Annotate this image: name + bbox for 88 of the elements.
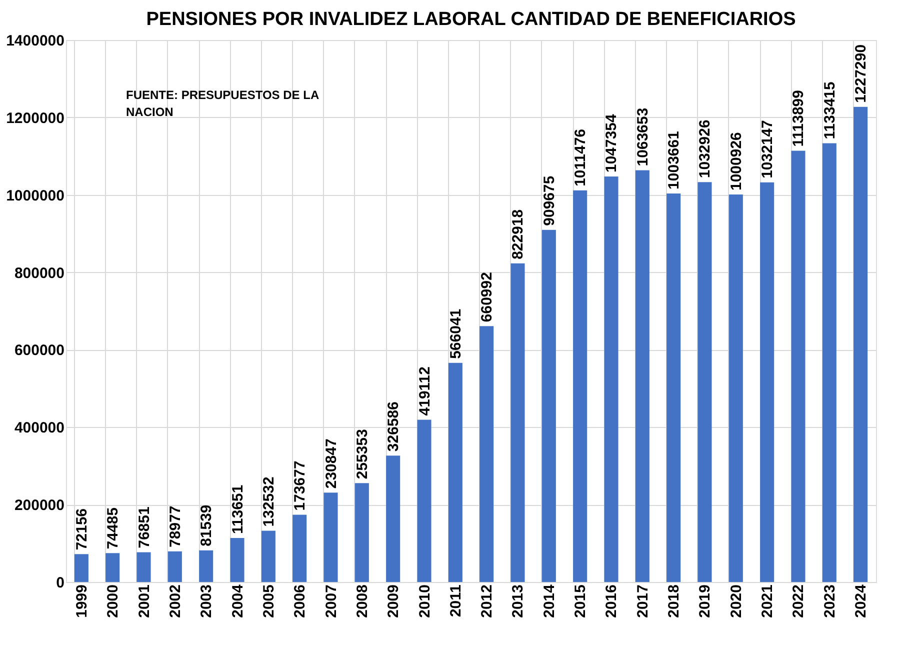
x-tick-label: 2001 [136,584,153,618]
x-tick-label: 2010 [416,584,434,618]
data-label: 230847 [322,438,340,489]
data-label: 81539 [198,504,216,546]
bar [510,263,525,582]
data-label: 72156 [73,508,90,550]
data-label: 1011476 [572,128,590,186]
bar [168,551,182,582]
x-tick-label: 1999 [73,584,90,618]
x-tick-label: 2017 [634,584,652,618]
y-tick-label: 1200000 [6,110,64,127]
bar [542,230,556,582]
bar [480,326,494,582]
data-label: 1032926 [696,120,714,178]
bar [666,193,681,582]
bar [698,182,712,582]
bar [292,514,307,582]
x-tick-label: 2022 [790,584,808,618]
y-tick-label: 400000 [14,420,64,437]
data-label: 1000926 [728,132,745,190]
bar [854,106,868,582]
x-tick-label: 2008 [354,584,371,618]
x-tick-label: 2023 [821,584,838,618]
x-tick-label: 2007 [322,584,340,618]
x-tick-label: 2009 [385,584,402,618]
data-label: 822918 [510,209,527,260]
y-tick-label: 800000 [14,264,64,282]
x-tick-label: 2019 [696,584,714,618]
data-label: 566041 [447,308,464,359]
bar [760,182,774,582]
x-tick-label: 2018 [666,584,683,618]
bar [635,170,650,582]
data-label: 660992 [478,272,496,322]
annotation: FUENTE: PRESUPUESTOS DE LA NACION [126,88,320,119]
y-tick-label: 600000 [14,342,64,360]
x-tick-label: 2021 [759,584,776,618]
bar [136,552,151,582]
bar [604,176,618,582]
chart-title: PENSIONES POR INVALIDEZ LABORAL CANTIDAD DE BENEFICIARIOS [146,9,796,30]
data-label: 1063653 [634,108,652,166]
data-label: 326586 [385,402,402,452]
x-tick-label: 2006 [292,584,309,618]
bar [573,190,588,582]
x-tick-label: 2013 [510,584,527,618]
data-label: 1113899 [790,90,808,147]
x-tick-label: 2000 [104,584,122,618]
data-label: 1032147 [759,120,776,178]
x-tick-label: 2011 [447,584,464,618]
y-tick-label: 1400000 [6,32,64,50]
bar [822,143,836,582]
bar [791,150,806,582]
y-tick-label: 0 [56,574,64,592]
data-label: 74485 [104,507,122,550]
x-tick-label: 2004 [229,584,246,618]
y-tick-label: 1000000 [6,187,64,204]
data-label: 78977 [166,506,184,548]
x-tick-label: 2003 [198,584,216,618]
bar [199,550,214,582]
x-tick-label: 2014 [540,584,558,618]
data-label: 1227290 [852,44,870,103]
data-label: 1047354 [603,113,620,173]
x-tick-label: 2024 [852,584,870,618]
data-label: 1003661 [666,131,683,190]
data-label: 132532 [260,476,278,527]
bar [417,420,432,582]
x-tick-label: 2016 [603,584,620,618]
data-label: 419112 [416,366,434,416]
bar [74,554,88,582]
bar [354,483,369,582]
data-label: 255353 [354,429,371,480]
bar [448,362,462,582]
data-label: 76851 [136,506,153,548]
y-tick-label: 200000 [14,497,64,514]
x-tick-label: 2005 [260,584,278,618]
data-label: 1133415 [821,82,838,140]
x-tick-label: 2020 [728,584,745,618]
data-label: 909675 [540,176,558,226]
data-label: 173677 [292,460,309,511]
x-tick-label: 2012 [478,584,496,618]
data-label: 113651 [229,484,246,534]
bar [106,553,120,582]
bar [728,194,743,582]
x-tick-label: 2002 [166,584,184,618]
x-tick-label: 2015 [572,584,590,618]
bar [386,456,400,582]
bar [324,492,338,582]
bar [261,530,276,582]
bar [230,538,244,582]
